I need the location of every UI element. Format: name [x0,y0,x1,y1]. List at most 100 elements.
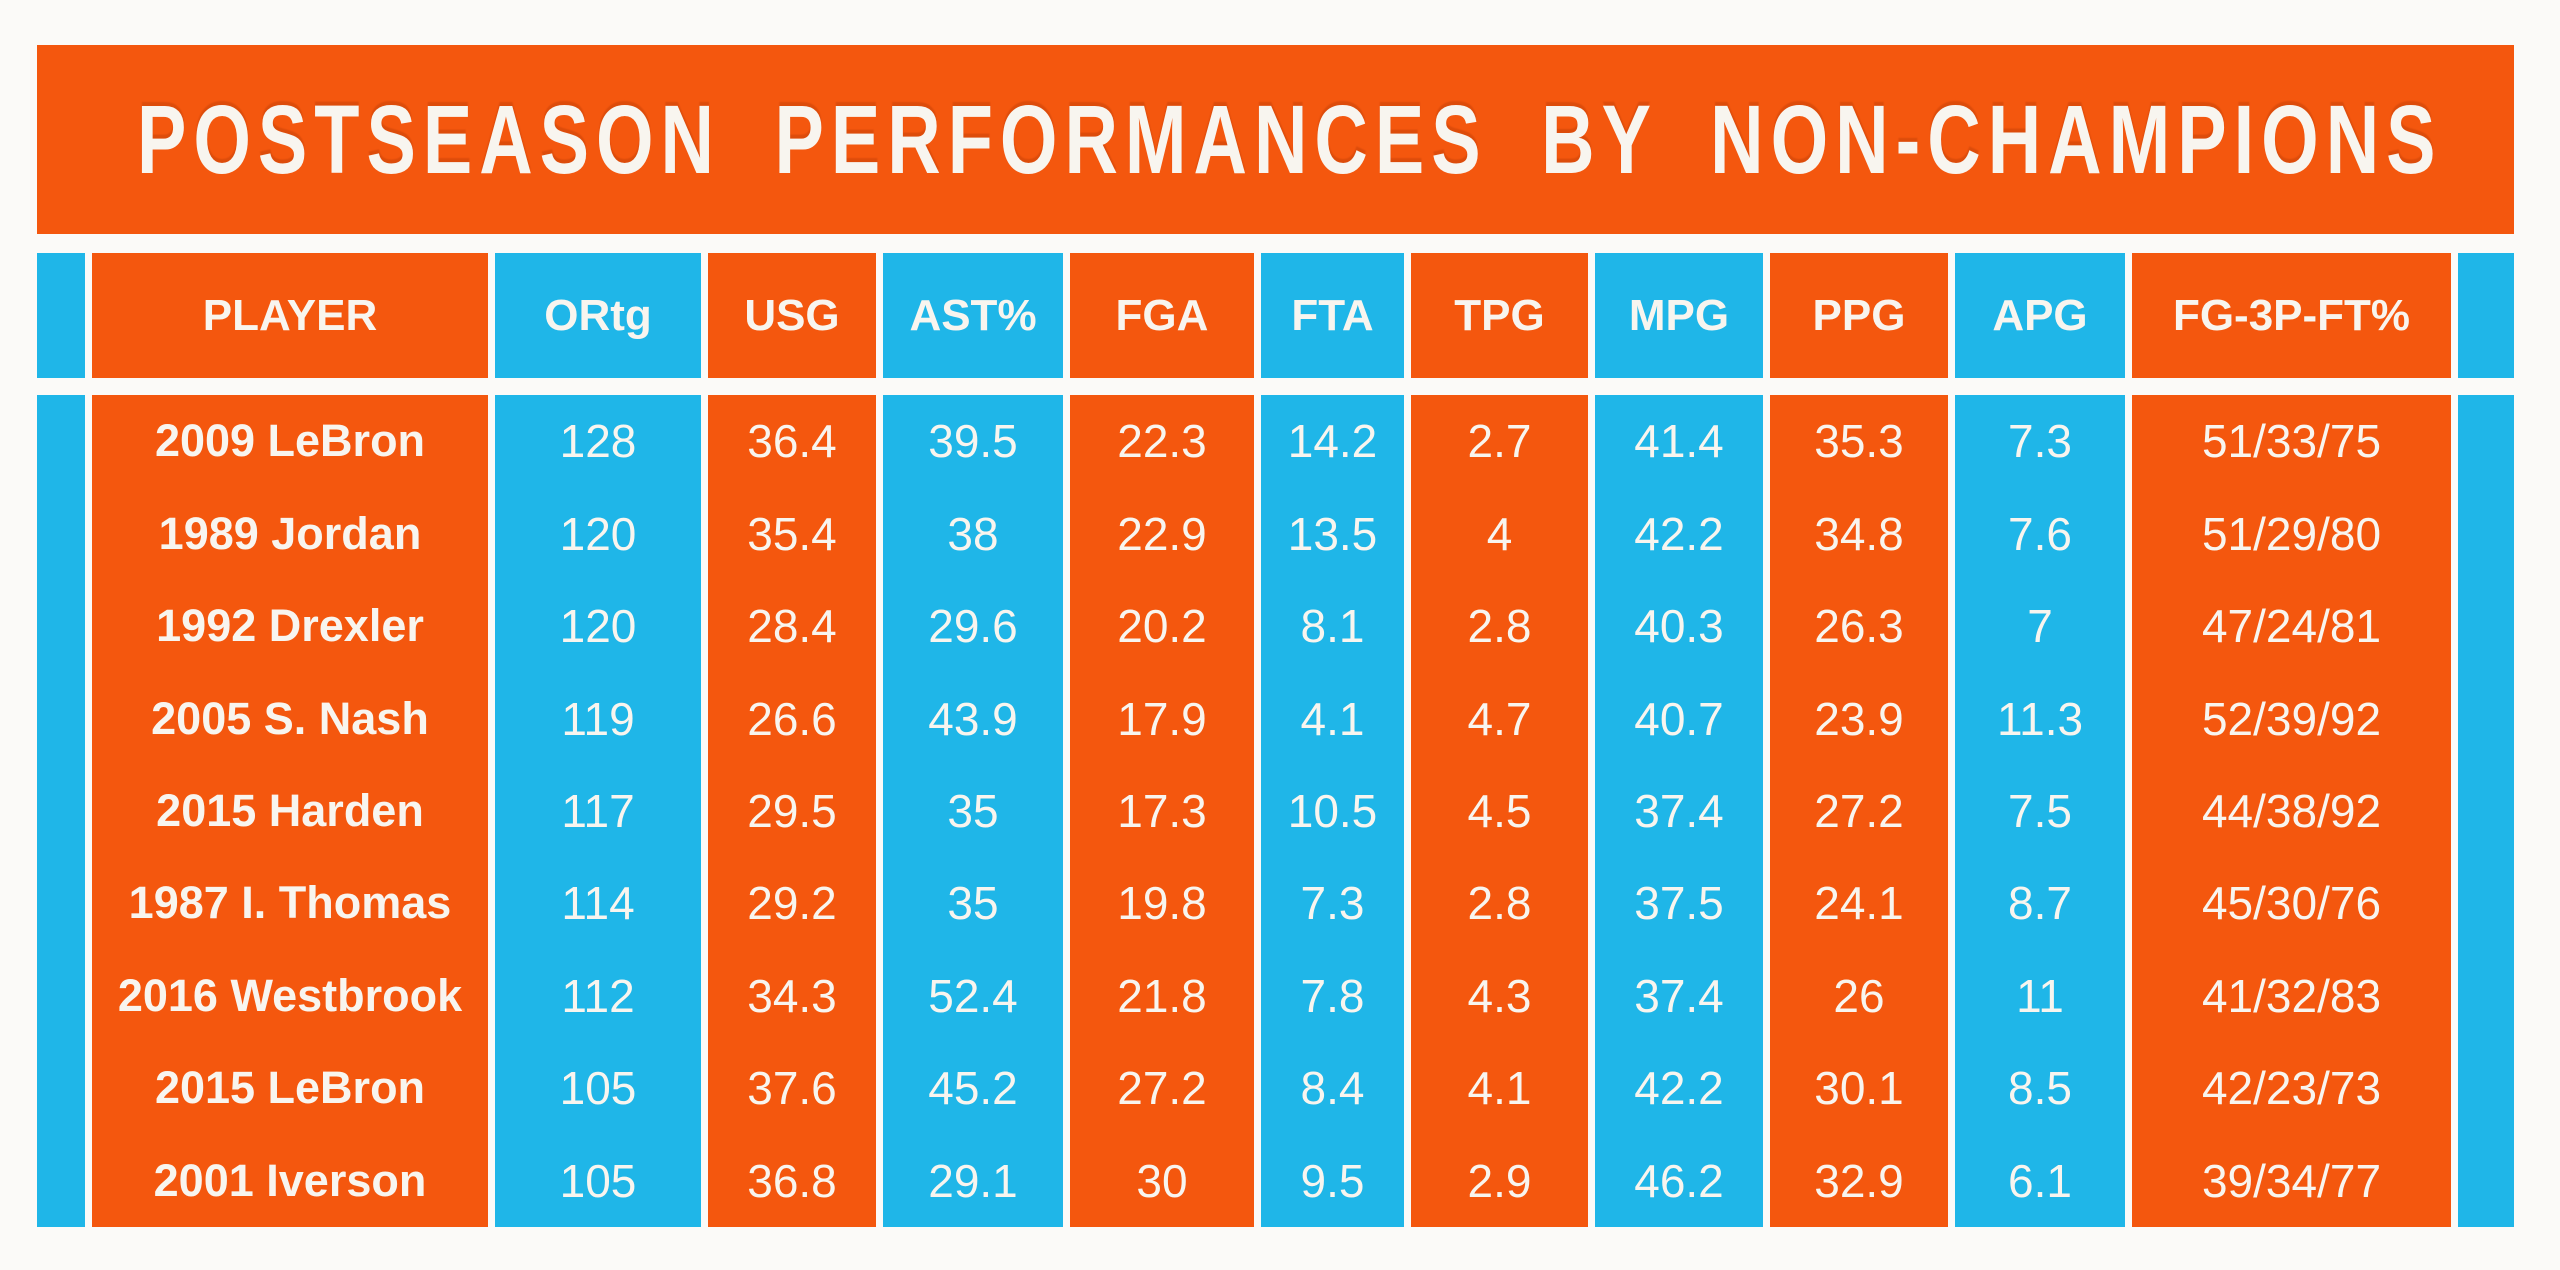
cell-ppg: 27.2 [1814,784,1904,837]
cell-fga: 21.8 [1117,969,1207,1022]
cell-ast_pct: 35 [947,877,999,930]
column-stripe-fta: 14.2 13.5 8.1 4.1 10.5 7.3 7.8 8.4 9.5 [1261,395,1404,1227]
player-cell: 2015 LeBron [154,1062,426,1114]
cell-usg: 26.6 [747,692,837,745]
cell-mpg: 42.2 [1634,507,1724,560]
cell-ortg: 117 [561,784,635,837]
cell-ast_pct: 43.9 [928,692,1018,745]
cell-fga: 17.9 [1117,692,1207,745]
player-cell: 2005 S. Nash [151,692,429,744]
cell-usg: 34.3 [747,969,837,1022]
cell-usg: 29.2 [747,877,837,930]
cell-fga: 19.8 [1117,877,1207,930]
column-stripe-usg: 36.4 35.4 28.4 26.6 29.5 29.2 34.3 37.6 36.8 [708,395,876,1227]
column-header-ppg: PPG [1770,253,1948,378]
cell-mpg: 42.2 [1634,1062,1724,1115]
cell-apg: 7.3 [2008,415,2072,468]
player-cell: 2001 Iverson [153,1154,427,1206]
cell-fga: 22.3 [1117,415,1207,468]
cell-tpg: 2.7 [1467,415,1532,468]
cell-fg_3p_ft: 39/34/77 [2201,1154,2382,1207]
table-header-row: PLAYER ORtg USG AST% FGA FTA TPG MPG PPG APG FG-3P… [92,253,2451,378]
player-cell: 2009 LeBron [154,415,426,467]
cell-ast_pct: 29.6 [928,600,1018,653]
column-stripe-apg: 7.3 7.6 7 11.3 7.5 8.7 11 8.5 6.1 [1955,395,2125,1227]
cell-fg_3p_ft: 42/23/73 [2201,1062,2382,1115]
title-bar: POSTSEASON PERFORMANCES BY NON-CHAMPIONS [37,45,2514,234]
page-title: POSTSEASON PERFORMANCES BY NON-CHAMPIONS [137,84,2443,195]
cell-fg_3p_ft: 44/38/92 [2201,784,2382,837]
cell-fga: 20.2 [1117,600,1207,653]
cell-apg: 7 [2027,600,2053,653]
column-stripe-player: 2009 LeBron 1989 Jordan 1992 Drexler 2005 S… [92,395,488,1227]
cell-ortg: 128 [559,415,637,468]
cell-ortg: 120 [559,507,637,560]
cell-fga: 17.3 [1117,784,1207,837]
table-body: 2009 LeBron 1989 Jordan 1992 Drexler 2005 S… [92,395,2451,1227]
cell-ortg: 105 [559,1154,637,1207]
column-header-tpg: TPG [1411,253,1588,378]
cell-tpg: 2.8 [1467,600,1532,653]
player-cell: 1992 Drexler [156,600,424,652]
cell-usg: 37.6 [747,1062,837,1115]
edge-strip-header-left [37,253,85,378]
cell-ppg: 23.9 [1814,692,1904,745]
cell-fg_3p_ft: 52/39/92 [2201,692,2382,745]
cell-apg: 8.5 [2008,1062,2072,1115]
cell-usg: 36.8 [747,1154,837,1207]
column-header-ast_pct: AST% [883,253,1063,378]
cell-mpg: 37.5 [1634,877,1724,930]
column-header-player: PLAYER [92,253,488,378]
cell-fg_3p_ft: 51/29/80 [2201,507,2382,560]
cell-apg: 6.1 [2008,1154,2072,1207]
cell-ortg: 119 [561,692,635,745]
cell-tpg: 4 [1486,507,1513,560]
edge-strip-header-right [2458,253,2514,378]
player-cell: 1989 Jordan [158,507,422,559]
cell-fg_3p_ft: 51/33/75 [2201,415,2382,468]
cell-apg: 8.7 [2008,877,2072,930]
cell-ast_pct: 45.2 [928,1062,1018,1115]
cell-usg: 28.4 [747,600,837,653]
cell-fta: 7.3 [1300,877,1365,930]
column-header-fg_3p_ft: FG-3P-FT% [2132,253,2451,378]
cell-mpg: 46.2 [1634,1154,1724,1207]
cell-mpg: 37.4 [1634,969,1724,1022]
column-header-usg: USG [708,253,876,378]
column-header-fta: FTA [1261,253,1404,378]
cell-fg_3p_ft: 41/32/83 [2201,969,2382,1022]
cell-ppg: 35.3 [1814,415,1904,468]
cell-tpg: 4.3 [1467,969,1532,1022]
cell-tpg: 4.5 [1467,784,1532,837]
cell-ast_pct: 29.1 [928,1154,1018,1207]
column-stripe-tpg: 2.7 4 2.8 4.7 4.5 2.8 4.3 4.1 2.9 [1411,395,1588,1227]
edge-strip-body-left [37,395,85,1227]
cell-ast_pct: 35 [947,784,999,837]
column-stripe-fga: 22.3 22.9 20.2 17.9 17.3 19.8 21.8 27.2 30 [1070,395,1254,1227]
cell-ppg: 26.3 [1814,600,1904,653]
cell-mpg: 41.4 [1634,415,1724,468]
cell-fga: 30 [1136,1154,1188,1207]
edge-strip-body-right [2458,395,2514,1227]
cell-ppg: 24.1 [1814,877,1904,930]
cell-ortg: 112 [561,969,635,1022]
cell-apg: 11.3 [1996,692,2084,745]
cell-fga: 27.2 [1117,1062,1207,1115]
cell-ast_pct: 38 [947,507,999,560]
cell-apg: 7.5 [2008,784,2072,837]
cell-usg: 36.4 [747,415,837,468]
column-header-mpg: MPG [1595,253,1763,378]
cell-tpg: 2.9 [1467,1154,1532,1207]
player-cell: 2016 Westbrook [117,969,463,1021]
cell-fta: 8.4 [1300,1062,1365,1115]
cell-fta: 7.8 [1300,969,1365,1022]
cell-fta: 13.5 [1287,507,1378,560]
column-stripe-ast_pct: 39.5 38 29.6 43.9 35 35 52.4 45.2 29.1 [883,395,1063,1227]
cell-ortg: 120 [559,600,637,653]
cell-apg: 11 [2016,969,2064,1022]
cell-fta: 4.1 [1300,692,1365,745]
cell-ortg: 114 [561,877,635,930]
column-header-fga: FGA [1070,253,1254,378]
cell-tpg: 4.1 [1467,1062,1532,1115]
